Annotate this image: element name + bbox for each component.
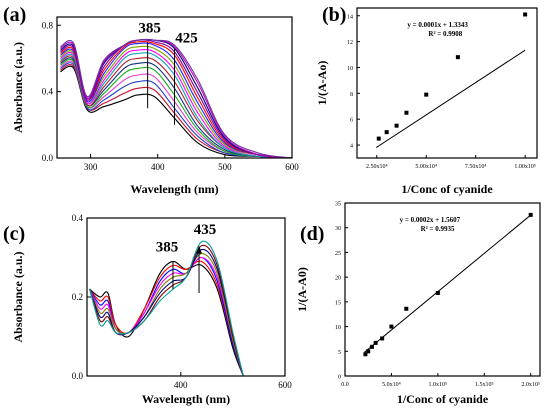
x-tick-label: 5.00x10⁴ (415, 164, 437, 170)
x-tick-label: 1.0x10⁵ (429, 382, 448, 388)
r-squared-label: R² = 0.9935 (421, 225, 455, 233)
x-axis-title-d: 1/Conc of cyanide (397, 392, 489, 406)
plot-frame-d (344, 202, 541, 377)
x-tick-label: 5.0x10⁴ (382, 382, 401, 388)
spectrum-line (89, 260, 244, 377)
peak-annotation: 385 (138, 21, 161, 37)
data-point (528, 212, 533, 217)
x-tick-label: 600 (278, 380, 292, 390)
y-tick-label: 25 (335, 251, 341, 257)
peak-annotation: 435 (194, 222, 217, 238)
y-tick-label: 10 (335, 325, 341, 331)
data-point (380, 336, 385, 341)
x-axis-title-a: Wavelength (nm) (130, 182, 218, 196)
spectrum-line (60, 39, 293, 159)
data-point (366, 349, 371, 354)
y-tick-label: 0 (338, 375, 341, 381)
data-point (424, 92, 429, 97)
y-tick-label: 10 (347, 66, 353, 72)
y-tick-label: 5 (338, 350, 341, 356)
y-tick-label: 0.2 (72, 292, 83, 302)
spectrum-line (60, 58, 293, 159)
spectrum-line (60, 62, 293, 159)
x-tick-label: 1.5x10⁵ (475, 382, 494, 388)
spectrum-line (60, 49, 293, 159)
data-point (384, 130, 389, 135)
peak-annotation: 425 (175, 31, 198, 47)
data-point (523, 12, 528, 17)
y-tick-label: 20 (335, 276, 341, 282)
y-tick-label: 0.4 (72, 213, 84, 223)
y-axis-title-b: 1/(A-Ao) (315, 61, 329, 106)
x-axis-title-c: Wavelength (nm) (142, 392, 230, 406)
y-axis-title-d: 1/(A-A0) (295, 267, 309, 312)
y-tick-label: 0.0 (42, 153, 54, 163)
chart-panel-b: 2.50x10⁴ 5.00x10⁴ 7.50x10⁴ 1.00x10⁵ 4 6 8 10 12 1… (315, 4, 538, 196)
x-tick-label: 2.0x10⁵ (521, 382, 540, 388)
y-tick-label: 15 (335, 300, 341, 306)
spectrum-line (89, 256, 244, 377)
data-point (404, 306, 409, 311)
chart-panel-c: 400 600 0.0 0.2 0.4 (c) Wavelength (nm) Absorba… (3, 213, 292, 406)
fit-equation: y = 0.0002x + 1.5607 (400, 216, 461, 224)
data-point (369, 344, 374, 349)
x-tick-label: 400 (174, 380, 188, 390)
data-point (455, 55, 460, 60)
y-tick-label: 14 (347, 14, 353, 20)
x-tick-label: 1.00x10⁵ (514, 164, 536, 170)
chart-panel-a: 300 400 500 600 0.0 0.4 0.8 (a) Wavelength (nm) A… (3, 4, 299, 196)
x-tick-label: 300 (84, 162, 98, 172)
x-tick-label: 500 (218, 162, 232, 172)
r-squared-label: R² = 0.9908 (428, 30, 462, 38)
panel-label-d: (d) (300, 223, 324, 245)
spectrum-line (89, 248, 244, 377)
data-point (376, 136, 381, 141)
panel-label-a: (a) (3, 4, 26, 26)
spectrum-line (89, 240, 244, 377)
peak-annotation: 385 (156, 240, 179, 256)
spectrum-line (89, 252, 244, 377)
fit-line (364, 214, 532, 353)
spectrum-line (60, 42, 293, 159)
arrow-head-icon (196, 245, 203, 254)
fit-equation: y = 0.0001x + 1.3343 (407, 21, 468, 29)
spectrum-line (89, 244, 244, 377)
plot-frame-a (56, 16, 293, 159)
data-point (363, 352, 368, 357)
y-tick-label: 4 (350, 144, 353, 150)
data-point (394, 123, 399, 128)
data-point (435, 290, 440, 295)
panel-label-c: (c) (3, 223, 25, 245)
spectrum-line (89, 256, 244, 377)
y-tick-label: 12 (347, 40, 353, 46)
chart-panel-d: 0.0 5.0x10⁴ 1.0x10⁵ 1.5x10⁵ 2.0x10⁵ 0 5 10 15 20 2… (295, 202, 541, 406)
y-tick-label: 30 (335, 226, 341, 232)
x-tick-label: 7.50x10⁴ (465, 164, 487, 170)
spectrum-line (60, 65, 293, 159)
plot-frame-c (86, 217, 286, 377)
x-tick-label: 0.0 (341, 382, 349, 388)
y-tick-label: 0.0 (72, 371, 84, 381)
plot-frame-b (356, 7, 538, 159)
x-tick-label: 400 (151, 162, 165, 172)
data-point (404, 110, 409, 115)
x-tick-label: 2.50x10⁴ (366, 164, 388, 170)
y-axis-title-c: Absorbance (a.u.) (11, 251, 25, 342)
y-tick-label: 6 (350, 118, 353, 124)
data-point (389, 324, 394, 329)
data-point (373, 340, 378, 345)
y-tick-label: 0.8 (42, 20, 54, 30)
y-tick-label: 0.4 (42, 87, 54, 97)
x-axis-title-b: 1/Conc of cyanide (401, 182, 493, 196)
fit-line (375, 49, 526, 149)
y-axis-title-a: Absorbance (a.u.) (11, 42, 25, 133)
y-tick-label: 8 (350, 92, 353, 98)
panel-label-b: (b) (322, 4, 346, 26)
y-tick-label: 35 (335, 202, 341, 208)
spectrum-line (89, 260, 244, 377)
x-tick-label: 600 (285, 162, 299, 172)
